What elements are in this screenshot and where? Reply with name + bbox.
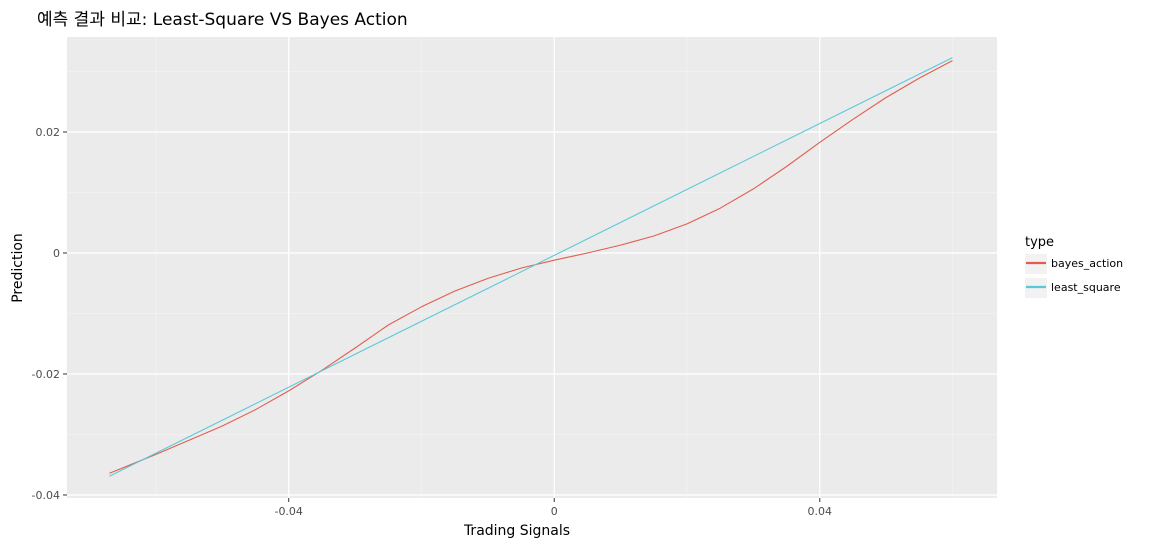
- x-tick-label: -0.04: [274, 505, 302, 518]
- x-tick-label: 0: [551, 505, 558, 518]
- y-tick-label: -0.04: [32, 489, 60, 502]
- series-line-least_square: [109, 57, 953, 477]
- legend-label-bayes_action: bayes_action: [1051, 257, 1123, 270]
- chart-title: 예측 결과 비교: Least-Square VS Bayes Action: [37, 10, 408, 30]
- legend-title: type: [1025, 235, 1054, 250]
- minor-gridlines: [67, 37, 997, 498]
- y-axis-ticks: -0.04 -0.02 0 0.02: [32, 126, 67, 502]
- legend-items: bayes_action least_square: [1025, 254, 1123, 298]
- x-tick-label: 0.04: [808, 505, 833, 518]
- major-gridlines: [67, 37, 997, 498]
- x-axis-title: Trading Signals: [463, 523, 570, 539]
- plot-panel: [67, 37, 997, 498]
- series-lines: [109, 57, 953, 477]
- y-axis-title: Prediction: [10, 233, 26, 303]
- legend: type bayes_action least_square: [1025, 235, 1123, 298]
- legend-label-least_square: least_square: [1051, 281, 1121, 294]
- y-tick-label: 0.02: [36, 126, 61, 139]
- y-tick-label: 0: [53, 247, 60, 260]
- y-tick-label: -0.02: [32, 368, 60, 381]
- x-axis-ticks: -0.04 0 0.04: [274, 498, 832, 518]
- series-line-bayes_action: [109, 60, 953, 474]
